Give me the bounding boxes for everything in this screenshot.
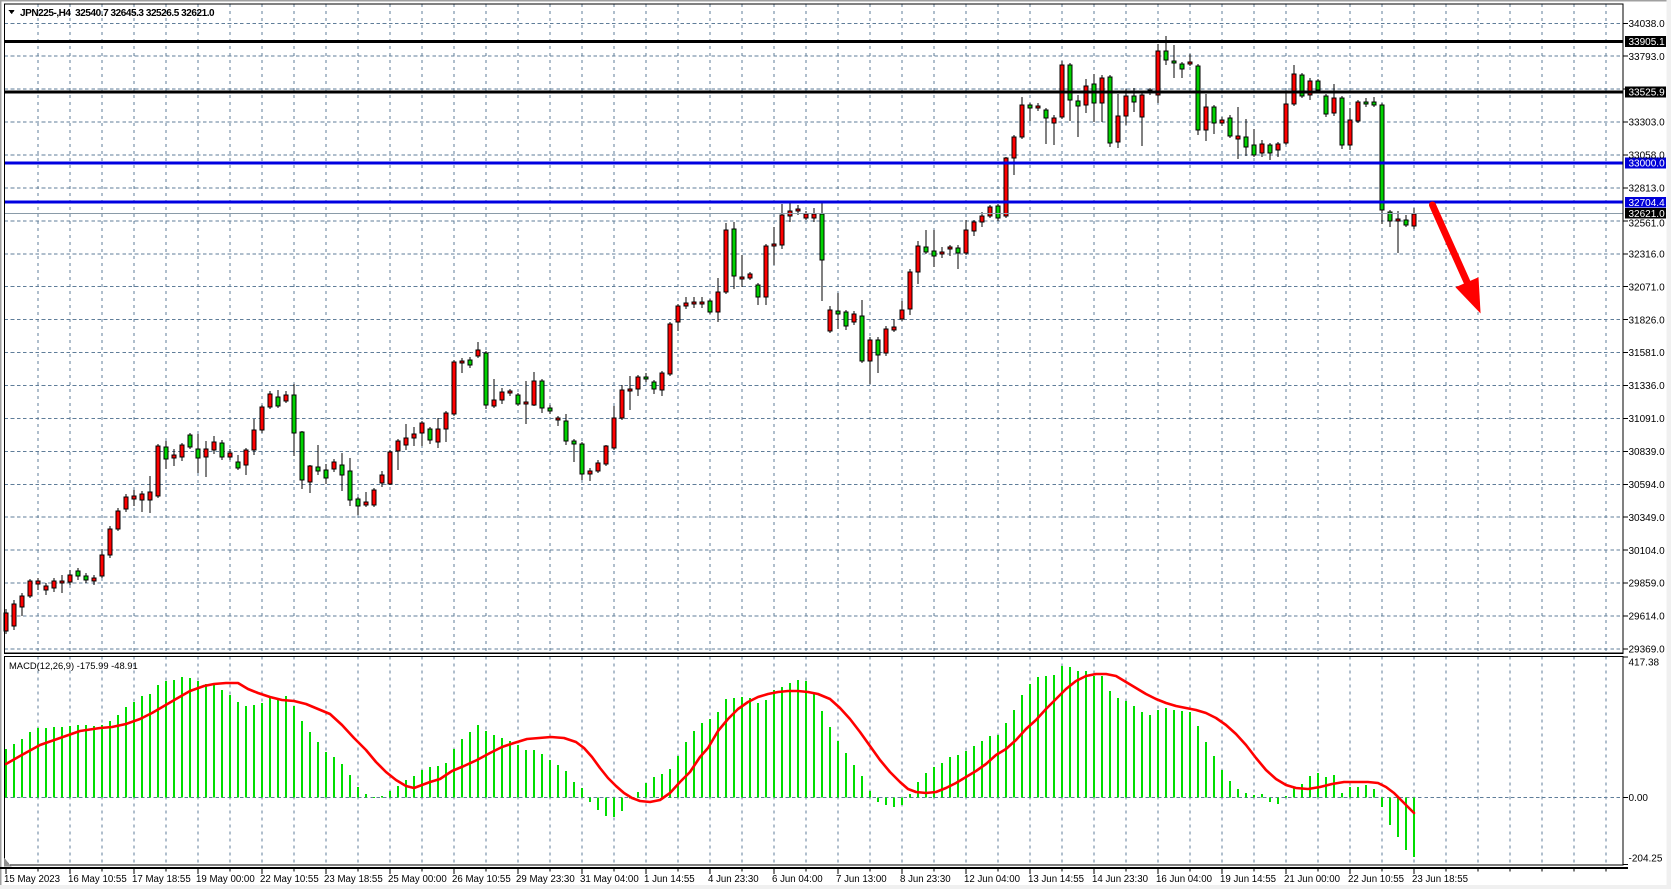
svg-text:33000.0: 33000.0 bbox=[1629, 159, 1666, 170]
svg-text:31581.0: 31581.0 bbox=[1629, 348, 1666, 359]
svg-text:14 Jun 23:30: 14 Jun 23:30 bbox=[1092, 874, 1149, 885]
svg-text:JPN225-,H4 32540.7 32645.3 32: JPN225-,H4 32540.7 32645.3 32526.5 32621… bbox=[20, 8, 215, 19]
svg-text:15 May 2023: 15 May 2023 bbox=[4, 874, 60, 885]
svg-text:8 Jun 23:30: 8 Jun 23:30 bbox=[900, 874, 951, 885]
svg-text:29614.0: 29614.0 bbox=[1629, 612, 1666, 623]
svg-text:33303.0: 33303.0 bbox=[1629, 118, 1666, 129]
svg-text:33525.9: 33525.9 bbox=[1629, 88, 1666, 99]
svg-text:31336.0: 31336.0 bbox=[1629, 381, 1666, 392]
svg-text:34038.0: 34038.0 bbox=[1629, 19, 1666, 30]
svg-text:31826.0: 31826.0 bbox=[1629, 315, 1666, 326]
svg-text:13 Jun 14:55: 13 Jun 14:55 bbox=[1028, 874, 1084, 885]
svg-text:32813.0: 32813.0 bbox=[1629, 184, 1666, 195]
svg-text:30839.0: 30839.0 bbox=[1629, 447, 1666, 458]
svg-text:4 Jun 23:30: 4 Jun 23:30 bbox=[708, 874, 759, 885]
svg-text:7 Jun 13:00: 7 Jun 13:00 bbox=[836, 874, 887, 885]
svg-text:6 Jun 04:00: 6 Jun 04:00 bbox=[772, 874, 823, 885]
svg-text:12 Jun 04:00: 12 Jun 04:00 bbox=[964, 874, 1021, 885]
svg-text:25 May 00:00: 25 May 00:00 bbox=[388, 874, 447, 885]
svg-text:19 Jun 14:55: 19 Jun 14:55 bbox=[1220, 874, 1276, 885]
svg-text:22 Jun 10:55: 22 Jun 10:55 bbox=[1348, 874, 1404, 885]
svg-text:29859.0: 29859.0 bbox=[1629, 579, 1666, 590]
svg-text:33905.1: 33905.1 bbox=[1629, 37, 1666, 48]
svg-text:30104.0: 30104.0 bbox=[1629, 546, 1666, 557]
svg-text:16 May 10:55: 16 May 10:55 bbox=[68, 874, 127, 885]
svg-text:32316.0: 32316.0 bbox=[1629, 249, 1666, 260]
svg-text:17 May 18:55: 17 May 18:55 bbox=[132, 874, 191, 885]
svg-text:19 May 00:00: 19 May 00:00 bbox=[196, 874, 255, 885]
svg-text:23 Jun 18:55: 23 Jun 18:55 bbox=[1412, 874, 1468, 885]
svg-text:32621.0: 32621.0 bbox=[1629, 209, 1666, 220]
svg-text:1 Jun 14:55: 1 Jun 14:55 bbox=[644, 874, 695, 885]
svg-text:22 May 10:55: 22 May 10:55 bbox=[260, 874, 319, 885]
svg-text:32071.0: 32071.0 bbox=[1629, 282, 1666, 293]
svg-text:29 May 23:30: 29 May 23:30 bbox=[516, 874, 575, 885]
svg-text:31091.0: 31091.0 bbox=[1629, 414, 1666, 425]
svg-text:29369.0: 29369.0 bbox=[1629, 645, 1666, 656]
svg-text:31 May 04:00: 31 May 04:00 bbox=[580, 874, 639, 885]
svg-text:MACD(12,26,9) -175.99 -48.91: MACD(12,26,9) -175.99 -48.91 bbox=[9, 660, 138, 671]
svg-text:30594.0: 30594.0 bbox=[1629, 480, 1666, 491]
svg-text:-204.25: -204.25 bbox=[1629, 854, 1663, 865]
svg-text:33793.0: 33793.0 bbox=[1629, 52, 1666, 63]
svg-text:417.38: 417.38 bbox=[1629, 658, 1660, 669]
svg-text:32704.4: 32704.4 bbox=[1629, 198, 1666, 209]
svg-text:21 Jun 00:00: 21 Jun 00:00 bbox=[1284, 874, 1341, 885]
svg-text:26 May 10:55: 26 May 10:55 bbox=[452, 874, 511, 885]
svg-text:16 Jun 04:00: 16 Jun 04:00 bbox=[1156, 874, 1213, 885]
svg-text:30349.0: 30349.0 bbox=[1629, 513, 1666, 524]
svg-text:23 May 18:55: 23 May 18:55 bbox=[324, 874, 383, 885]
svg-text:0.00: 0.00 bbox=[1629, 793, 1649, 804]
